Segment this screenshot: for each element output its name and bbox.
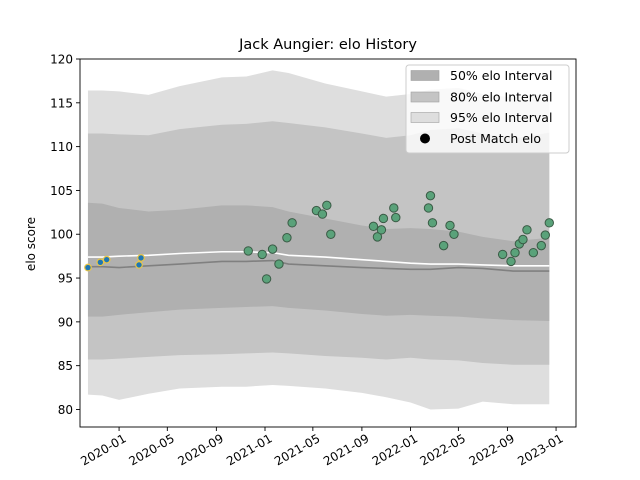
- y-tick-label: 120: [50, 53, 73, 67]
- legend-label: 95% elo Interval: [450, 110, 552, 125]
- data-point: [528, 247, 539, 258]
- legend-marker: [420, 133, 430, 144]
- data-point: [326, 229, 336, 239]
- data-point: [449, 229, 459, 239]
- data-point: [257, 249, 267, 260]
- data-point: [544, 218, 554, 228]
- legend-swatch: [410, 70, 440, 81]
- data-point: [274, 259, 284, 269]
- data-point: [536, 240, 547, 251]
- y-tick-label: 90: [58, 315, 73, 329]
- data-point: [282, 233, 292, 243]
- data-point: [372, 232, 383, 242]
- legend-label: Post Match elo: [450, 131, 541, 146]
- data-point: [96, 258, 105, 267]
- data-point: [506, 256, 516, 267]
- data-point: [137, 253, 145, 262]
- plot-area: 808590951001051101151202020-012020-05202…: [50, 53, 577, 469]
- data-point: [102, 255, 111, 264]
- legend-frame: [405, 64, 570, 154]
- y-tick-label: 105: [50, 184, 73, 198]
- y-axis-label: elo score: [24, 217, 38, 271]
- data-point: [378, 213, 389, 224]
- legend-swatch: [410, 91, 440, 103]
- data-point: [540, 230, 550, 240]
- chart-title: Jack Aungier: elo History: [238, 37, 417, 53]
- data-point: [497, 249, 508, 260]
- legend-label: 50% elo Interval: [450, 68, 552, 83]
- axes-frame: [79, 58, 577, 428]
- legend-label: 80% elo Interval: [450, 90, 552, 105]
- data-point: [389, 203, 399, 213]
- data-point: [322, 200, 332, 211]
- y-tick-label: 85: [58, 359, 73, 373]
- data-point: [427, 218, 438, 228]
- data-point: [376, 225, 387, 235]
- ci50-band: [87, 202, 550, 321]
- y-tick-label: 100: [50, 228, 73, 242]
- y-tick-label: 110: [50, 140, 73, 154]
- data-point: [391, 212, 401, 223]
- data-point: [261, 274, 272, 284]
- y-tick-label: 115: [50, 96, 73, 110]
- data-point: [423, 203, 434, 213]
- data-point: [84, 263, 92, 272]
- data-point: [287, 218, 297, 228]
- legend-swatch: [410, 112, 440, 123]
- median-line: [87, 259, 550, 272]
- legend: 50% elo Interval 80% elo Interval 95% elo …: [405, 64, 570, 154]
- data-point: [518, 234, 528, 245]
- y-tick-label: 95: [58, 272, 73, 286]
- data-point: [243, 246, 253, 256]
- data-point: [135, 261, 143, 269]
- data-point: [510, 247, 520, 258]
- data-point: [438, 240, 449, 251]
- data-point: [267, 244, 278, 254]
- data-point: [522, 225, 532, 235]
- data-point: [317, 209, 328, 219]
- data-point: [368, 221, 379, 232]
- y-tick-label: 80: [58, 403, 73, 417]
- data-point: [445, 220, 455, 231]
- data-point: [425, 190, 436, 201]
